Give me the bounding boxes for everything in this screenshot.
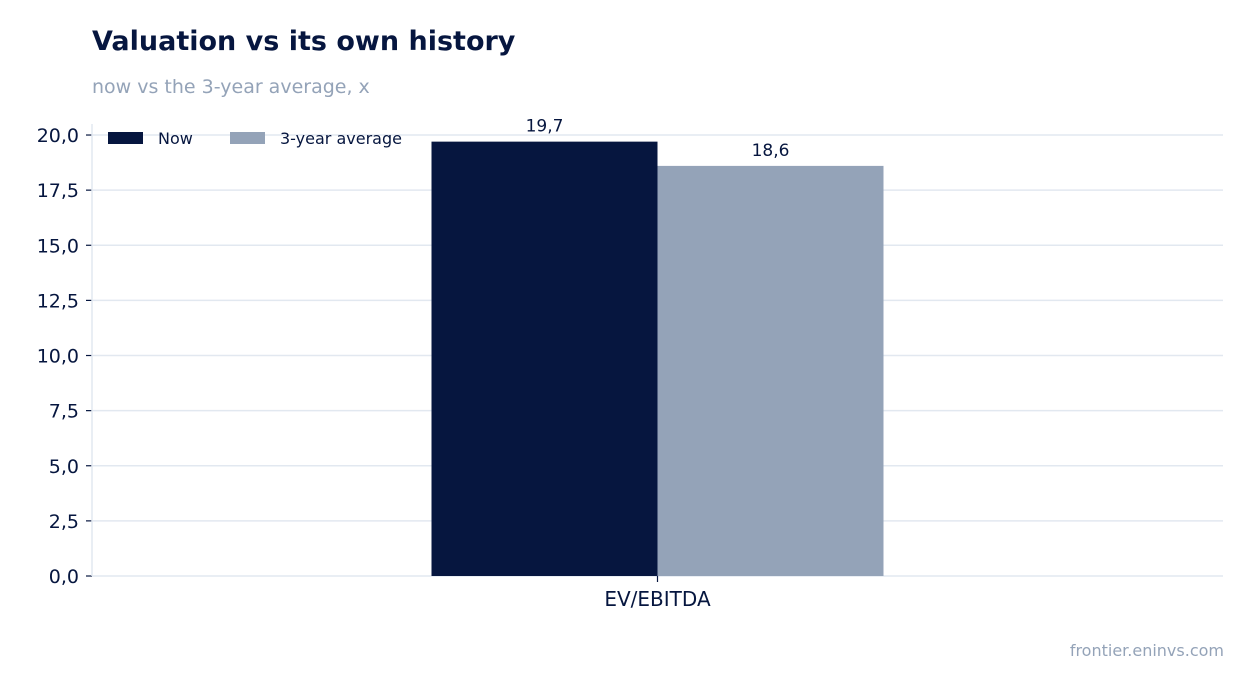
y-tick-label: 10,0 <box>37 346 79 368</box>
y-tick-label: 12,5 <box>37 290 79 312</box>
y-tick-label: 2,5 <box>49 511 79 533</box>
data-label: 18,6 <box>752 141 790 161</box>
y-tick-label: 7,5 <box>49 401 79 423</box>
bars <box>431 141 884 576</box>
chart-subtitle: now vs the 3-year average, x <box>92 76 370 98</box>
x-tick-label: EV/EBITDA <box>604 587 711 611</box>
axes: 0,0 2,5 5,0 7,5 10,0 12,5 15,0 17,5 20,0 EV/EBITD… <box>37 124 711 611</box>
y-tick-label: 0,0 <box>49 566 79 588</box>
bar-now <box>431 141 658 576</box>
data-labels: 19,7 18,6 <box>526 117 790 161</box>
source-credit: frontier.eninvs.com <box>1069 641 1224 660</box>
legend: Now 3-year average <box>108 129 402 148</box>
legend-swatch <box>108 132 143 144</box>
y-tick-label: 17,5 <box>37 180 79 202</box>
y-tick-label: 5,0 <box>49 456 79 478</box>
bar-3-year-average <box>657 165 884 576</box>
y-tick-label: 20,0 <box>37 125 79 147</box>
legend-label: 3-year average <box>280 129 402 148</box>
legend-label: Now <box>158 129 193 148</box>
data-label: 19,7 <box>526 117 564 137</box>
legend-swatch <box>230 132 265 144</box>
chart-title: Valuation vs its own history <box>92 26 516 57</box>
y-tick-label: 15,0 <box>37 235 79 257</box>
